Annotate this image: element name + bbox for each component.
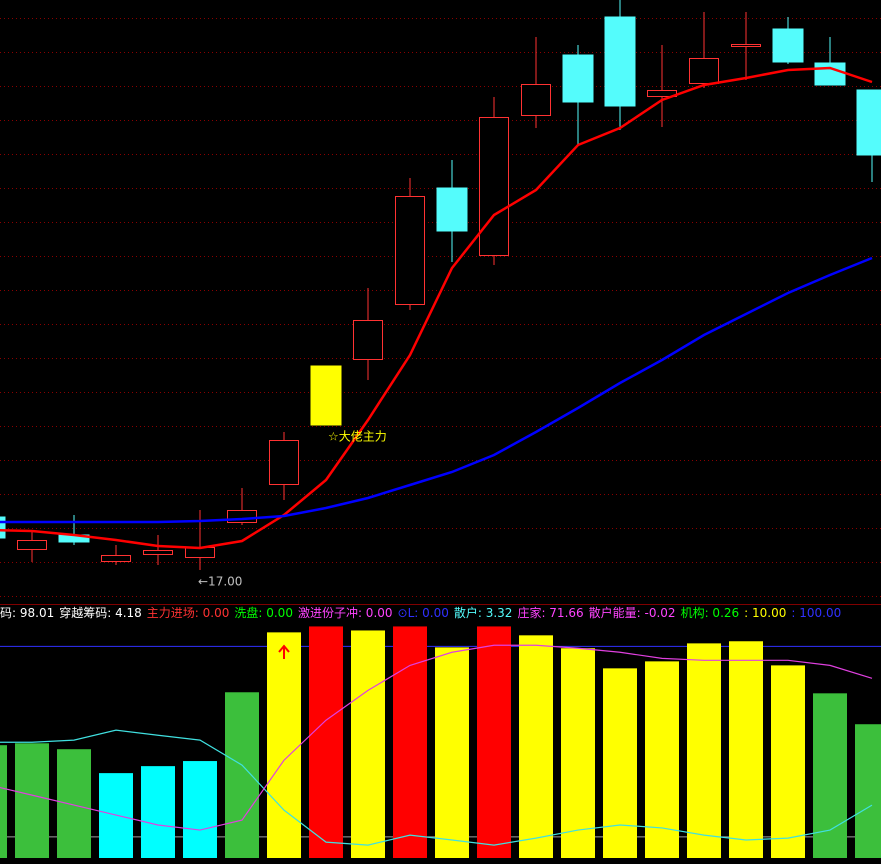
indicator-value: 筹码: 98.01 [0,606,54,620]
candle-body [353,320,383,360]
bar [57,749,91,858]
candle-body [269,440,299,485]
candle-body [856,89,881,156]
candle-body [436,187,468,232]
bar [813,693,847,858]
bar [267,632,301,858]
bar [0,745,7,858]
candle-body [772,28,804,63]
candle-body [395,196,425,305]
indicator-value: : 100.00 [791,606,841,620]
indicator-value: 主力进场: 0.00 [147,606,230,620]
bar [183,761,217,858]
bar [561,648,595,858]
bar [519,635,553,858]
bar [435,647,469,858]
annotation: ☆大佬主力 [328,430,387,444]
ma-line [0,66,873,550]
indicator-line [0,644,873,831]
indicator-header: 筹码: 98.01 穿越筹码: 4.18 主力进场: 0.00 洗盘: 0.00 激进份… [0,605,841,620]
candle-body [310,365,342,426]
bar [309,626,343,858]
bar [855,724,881,858]
candle-body [689,58,719,84]
candle-body [562,54,594,103]
candle-body [101,555,131,562]
indicator-value: : 10.00 [744,606,786,620]
bar [477,626,511,858]
bar [729,641,763,858]
indicator-value: 庄家: 71.66 [517,605,583,620]
candle-body [479,117,509,256]
annotation: ←17.00 [198,575,242,589]
candle-body [143,550,173,555]
candle-body [814,62,846,86]
candle-body [731,44,761,47]
bar [225,692,259,858]
indicator-value: 散户: 3.32 [454,605,513,620]
bar [603,668,637,858]
ma-line [0,256,873,524]
indicator-line [0,729,873,846]
bar [15,743,49,858]
bar [351,630,385,858]
candle-body [604,16,636,107]
candle-body [0,516,6,539]
signal-arrow [278,644,290,659]
bar [771,665,805,858]
bar [645,661,679,858]
indicator-value: 激进份子冲: 0.00 [298,605,393,620]
candle-body [17,540,47,550]
bar [141,766,175,858]
candle-body [521,84,551,116]
indicator-value: 散户能量: -0.02 [589,605,676,620]
indicator-value: 机构: 0.26 [681,605,740,620]
indicator-value: 穿越筹码: 4.18 [59,605,142,620]
indicator-value: ⊙L: 0.00 [398,606,449,620]
indicator-value: 洗盘: 0.00 [234,605,293,620]
bar [687,643,721,858]
